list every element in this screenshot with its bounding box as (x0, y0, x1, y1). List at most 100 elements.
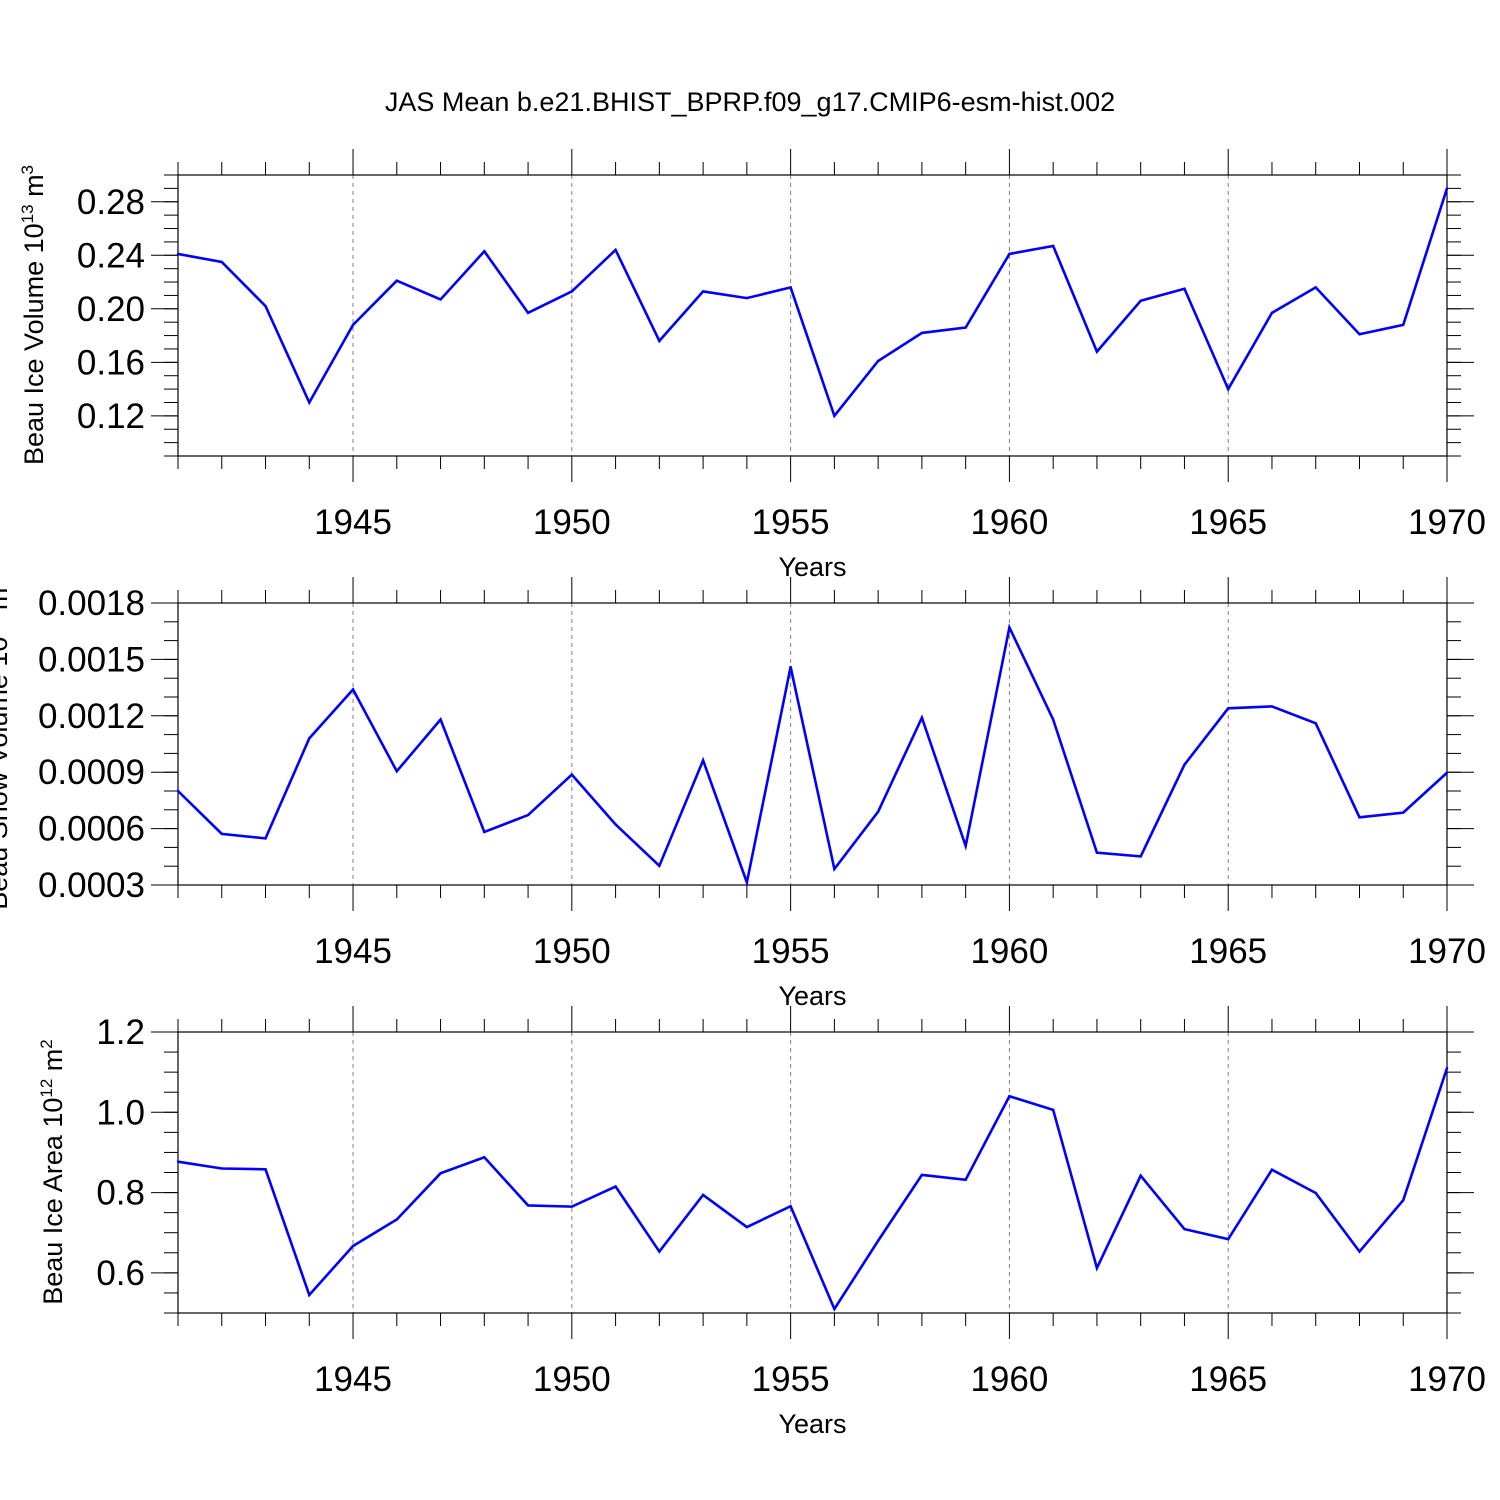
panel-3: 0.6 0.8 1.0 1.2 1945 1950 1955 1960 1965 1970 Year… (37, 1006, 1486, 1439)
data-point (1358, 816, 1361, 819)
y-tick-label: 1.2 (96, 1013, 145, 1052)
data-point (526, 813, 530, 817)
data-point (220, 1167, 223, 1170)
y-tick-label: 0.6 (96, 1254, 145, 1293)
data-point (658, 339, 661, 343)
data-point (1314, 722, 1317, 725)
y-tick-label: 0.0018 (38, 584, 145, 623)
data-point (439, 718, 442, 721)
data-point (308, 1293, 311, 1297)
data-point (745, 1225, 749, 1229)
y-tick-label: 0.28 (77, 183, 145, 222)
x-tick-label: 1950 (533, 503, 611, 542)
data-point (1445, 771, 1449, 774)
y-axis-title-unit: m (38, 1049, 68, 1079)
data-point (220, 260, 223, 264)
data-point (439, 1172, 442, 1175)
data-point (614, 823, 617, 826)
y-axis-title: Beau Ice Area 1012 m2 (37, 1039, 68, 1305)
data-point (1139, 1174, 1142, 1177)
data-point (264, 1168, 267, 1171)
data-point (1183, 287, 1186, 290)
data-point (176, 252, 180, 256)
series-line (177, 623, 1448, 888)
data-point (220, 832, 223, 836)
data-point (439, 298, 442, 301)
data-point (614, 1185, 617, 1188)
y-axis-title-unit: m (19, 174, 49, 204)
data-point (920, 331, 924, 335)
data-point (176, 1160, 180, 1163)
y-axis-title: Beau Snow Volume 1013 m3 (0, 578, 13, 910)
data-point (833, 1307, 836, 1311)
y-axis-title-text: Beau Ice Area 10 (38, 1098, 68, 1305)
data-point (614, 248, 617, 252)
data-point (526, 311, 530, 315)
x-tick-label: 1960 (970, 503, 1048, 542)
x-tick-label: 1970 (1408, 503, 1486, 542)
data-point (526, 1204, 530, 1207)
y-tick-label: 0.24 (77, 236, 145, 275)
y-tick-label: 0.20 (77, 290, 145, 329)
data-point (833, 414, 836, 418)
data-point (1095, 851, 1099, 854)
data-point (1183, 763, 1186, 766)
data-point (1445, 1066, 1449, 1070)
data-point (483, 1156, 486, 1159)
data-point (876, 1239, 880, 1242)
y-tick-label: 0.0012 (38, 697, 145, 736)
y-axis-title-exp: 12 (37, 1079, 56, 1098)
data-point (833, 867, 836, 871)
data-point (1095, 1266, 1099, 1270)
series-line (177, 187, 1449, 419)
data-point (395, 770, 398, 773)
x-tick-label: 1970 (1408, 932, 1486, 971)
data-point (483, 830, 486, 834)
data-point (570, 290, 574, 293)
y-tick-label: 0.0006 (38, 810, 145, 849)
data-point (1095, 350, 1099, 353)
y-axis-title-unit-exp: 3 (0, 578, 1, 587)
data-point (1358, 333, 1361, 336)
data-point (658, 1250, 661, 1253)
data-point (1139, 855, 1142, 858)
y-tick-label: 0.16 (77, 343, 145, 382)
x-tick-label: 1965 (1189, 1360, 1267, 1399)
x-tick-label: 1960 (970, 1360, 1048, 1399)
x-axis-title: Years (778, 552, 846, 582)
data-point (876, 359, 880, 363)
data-point (264, 837, 267, 840)
data-point (1270, 1168, 1274, 1171)
x-tick-label: 1955 (752, 1360, 830, 1399)
y-axis-title: Beau Ice Volume 1013 m3 (18, 165, 49, 465)
data-point (1051, 718, 1055, 721)
x-tick-label: 1950 (533, 1360, 611, 1399)
data-point (1051, 1108, 1055, 1112)
data-point (1051, 244, 1055, 248)
data-point (264, 304, 267, 308)
data-point (1008, 1095, 1011, 1098)
y-tick-label: 1.0 (96, 1093, 145, 1132)
panel-2: 0.0003 0.0006 0.0009 0.0012 0.0015 0.0018 1945… (0, 577, 1486, 1011)
data-point (789, 286, 792, 289)
data-point (570, 773, 574, 776)
data-point (1183, 1227, 1186, 1231)
data-point (483, 250, 486, 253)
data-point (1227, 707, 1230, 710)
x-tick-label: 1965 (1189, 503, 1267, 542)
data-point (789, 1205, 792, 1208)
data-point (395, 1218, 398, 1221)
data-point (658, 864, 661, 868)
data-point (1227, 387, 1230, 391)
y-axis-title-exp: 13 (0, 618, 1, 637)
data-point (745, 881, 749, 884)
series-line (177, 1067, 1449, 1312)
data-point (1402, 811, 1405, 814)
x-tick-label: 1955 (752, 503, 830, 542)
y-tick-label: 0.0009 (38, 753, 145, 792)
data-point (351, 1244, 355, 1248)
data-point (1270, 705, 1274, 708)
data-point (1227, 1237, 1230, 1241)
data-point (745, 296, 749, 300)
